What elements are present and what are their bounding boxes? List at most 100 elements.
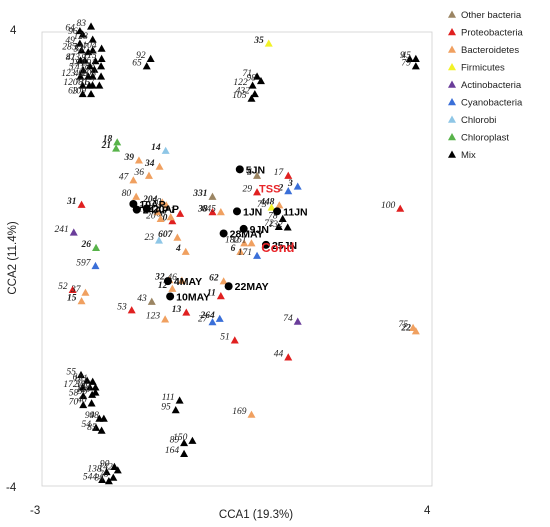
point-label: 39 — [123, 153, 134, 163]
point-label: 331 — [192, 189, 207, 199]
point-mix — [88, 81, 97, 89]
sample-label: 1JN — [243, 206, 262, 218]
sample-label: 10MAY — [176, 291, 210, 303]
point-label: 105 — [232, 91, 247, 101]
point-label: 27 — [198, 315, 209, 325]
point-mix — [283, 223, 292, 231]
point-bacteroid — [158, 198, 167, 206]
legend-marker-chloroplast — [448, 133, 456, 141]
point-bacteroid — [219, 277, 228, 285]
point-label: 123 — [61, 69, 76, 79]
point-cyano — [293, 182, 302, 190]
point-label: 264 — [199, 311, 215, 321]
point-mix — [253, 72, 262, 80]
point-label: 137 — [73, 43, 89, 53]
point-proteo — [68, 285, 77, 293]
point-bacteroid — [247, 239, 256, 247]
point-mix — [113, 466, 122, 474]
point-label: 98 — [246, 73, 256, 83]
point-bacteroid — [162, 201, 171, 209]
point-mix — [90, 65, 99, 73]
point-mix — [110, 462, 119, 471]
axes: 4 -4 -3 4 CCA1 (19.3%) CCA2 (11.4%) — [6, 25, 431, 521]
point-label: 38 — [197, 204, 208, 214]
point-label: 131 — [73, 374, 87, 384]
point-mix — [146, 54, 155, 62]
point-label: 138 — [87, 464, 102, 474]
point-label: 33 — [73, 44, 84, 54]
point-mix — [188, 436, 197, 444]
point-label: 164 — [165, 446, 180, 456]
point-bacteroid — [77, 297, 86, 305]
point-bacteroid — [240, 239, 249, 247]
point-mix — [175, 396, 184, 404]
point-mix — [77, 46, 86, 54]
point-cyano — [253, 251, 262, 259]
point-label: 1 — [170, 206, 175, 216]
point-bacteroid — [166, 213, 175, 221]
point-cyano — [208, 318, 217, 326]
point-bacteroid — [144, 171, 153, 179]
point-label: 18 — [103, 135, 113, 145]
point-label: 92 — [136, 51, 146, 61]
y-tick-bottom: -4 — [6, 482, 17, 494]
point-label: 120 — [63, 78, 78, 88]
point-label: 55 — [67, 367, 77, 377]
point-mix — [274, 222, 283, 230]
point-label: 432 — [236, 86, 251, 96]
point-label: 64 — [65, 23, 75, 33]
sample-label: 25JN — [272, 240, 297, 252]
point-bacteroid — [216, 208, 225, 216]
legend-label-mix: Mix — [461, 150, 476, 161]
point-label: 607 — [158, 230, 174, 240]
point-label: 65 — [132, 59, 142, 69]
sample-dot — [166, 292, 175, 301]
point-label: 70 — [69, 397, 79, 407]
point-label: 191 — [82, 59, 96, 69]
y-axis-label: CCA2 (11.4%) — [7, 221, 19, 294]
sample-label: 4MAY — [174, 276, 202, 288]
point-proteo — [77, 200, 86, 208]
plot-frame — [41, 31, 433, 487]
point-mix — [87, 22, 96, 30]
point-label: 53 — [117, 303, 127, 313]
sample-dot — [233, 207, 241, 216]
point-mix — [405, 54, 414, 62]
point-mix — [79, 391, 88, 400]
point-mix — [76, 72, 85, 80]
point-bacteroid — [156, 214, 165, 223]
point-bacteroid — [168, 284, 177, 292]
sample-dot — [273, 207, 282, 216]
point-mix — [80, 56, 89, 64]
point-label: 47 — [119, 173, 130, 183]
point-mix — [109, 473, 118, 481]
point-mix — [248, 81, 257, 89]
point-mix — [88, 35, 97, 43]
point-label: 48 — [89, 411, 99, 421]
point-bacteroid — [236, 247, 245, 255]
point-label: 4 — [175, 244, 181, 254]
point-mix — [97, 54, 106, 62]
point-bacteroid — [129, 176, 138, 184]
point-label: 6 — [231, 244, 236, 254]
point-label: 597 — [76, 258, 92, 268]
point-cyano — [284, 187, 293, 195]
point-bacteroid — [132, 192, 141, 200]
point-label: 31 — [66, 197, 77, 207]
point-label: 448 — [259, 198, 275, 208]
point-label: 9 — [400, 51, 405, 61]
point-label: 204 — [142, 195, 158, 205]
point-bacteroid — [173, 233, 182, 241]
point-label: 79 — [401, 59, 411, 69]
environmental-vectors: TSS Cond — [259, 183, 294, 255]
point-proteo — [208, 208, 217, 216]
sample-label: 28MAY — [230, 228, 264, 240]
point-mix — [85, 383, 94, 391]
legend-marker-actino — [448, 80, 456, 88]
point-label: 63 — [68, 86, 78, 96]
point-mix — [91, 388, 100, 396]
point-proteo — [396, 204, 405, 212]
point-bacteroid — [275, 201, 284, 209]
point-bacteroid — [181, 247, 190, 255]
